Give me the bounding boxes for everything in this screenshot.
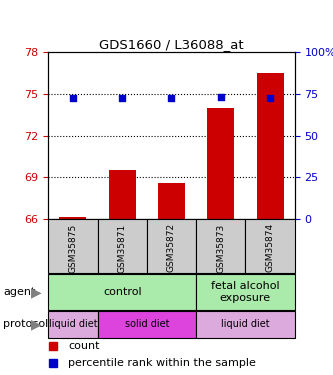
Text: GSM35874: GSM35874 — [265, 224, 275, 273]
Point — [120, 95, 125, 101]
Point — [169, 95, 174, 101]
Bar — [109, 170, 136, 219]
Bar — [48, 310, 98, 338]
Text: GSM35875: GSM35875 — [68, 224, 78, 273]
Text: fetal alcohol
exposure: fetal alcohol exposure — [211, 281, 280, 303]
Point — [267, 95, 273, 101]
Bar — [245, 219, 295, 273]
Text: control: control — [103, 287, 142, 297]
Bar — [256, 73, 284, 219]
Text: GSM35871: GSM35871 — [118, 224, 127, 273]
Bar — [48, 219, 98, 273]
Bar — [59, 217, 87, 219]
Text: GSM35873: GSM35873 — [216, 224, 225, 273]
Bar — [147, 219, 196, 273]
Bar — [196, 219, 245, 273]
Text: protocol: protocol — [3, 319, 49, 329]
Text: ▶: ▶ — [31, 317, 42, 331]
Text: count: count — [68, 341, 100, 351]
Text: agent: agent — [3, 287, 36, 297]
Title: GDS1660 / L36088_at: GDS1660 / L36088_at — [99, 38, 244, 51]
Bar — [207, 108, 234, 219]
Bar — [98, 310, 196, 338]
Text: percentile rank within the sample: percentile rank within the sample — [68, 358, 256, 368]
Bar — [98, 219, 147, 273]
Text: liquid diet: liquid diet — [221, 319, 270, 329]
Text: solid diet: solid diet — [125, 319, 169, 329]
Bar — [48, 274, 196, 310]
Text: ▶: ▶ — [31, 285, 42, 299]
Bar — [196, 310, 295, 338]
Bar — [196, 274, 295, 310]
Text: liquid diet: liquid diet — [49, 319, 97, 329]
Point — [218, 94, 223, 100]
Point — [70, 95, 76, 101]
Bar — [158, 183, 185, 219]
Text: GSM35872: GSM35872 — [167, 224, 176, 273]
